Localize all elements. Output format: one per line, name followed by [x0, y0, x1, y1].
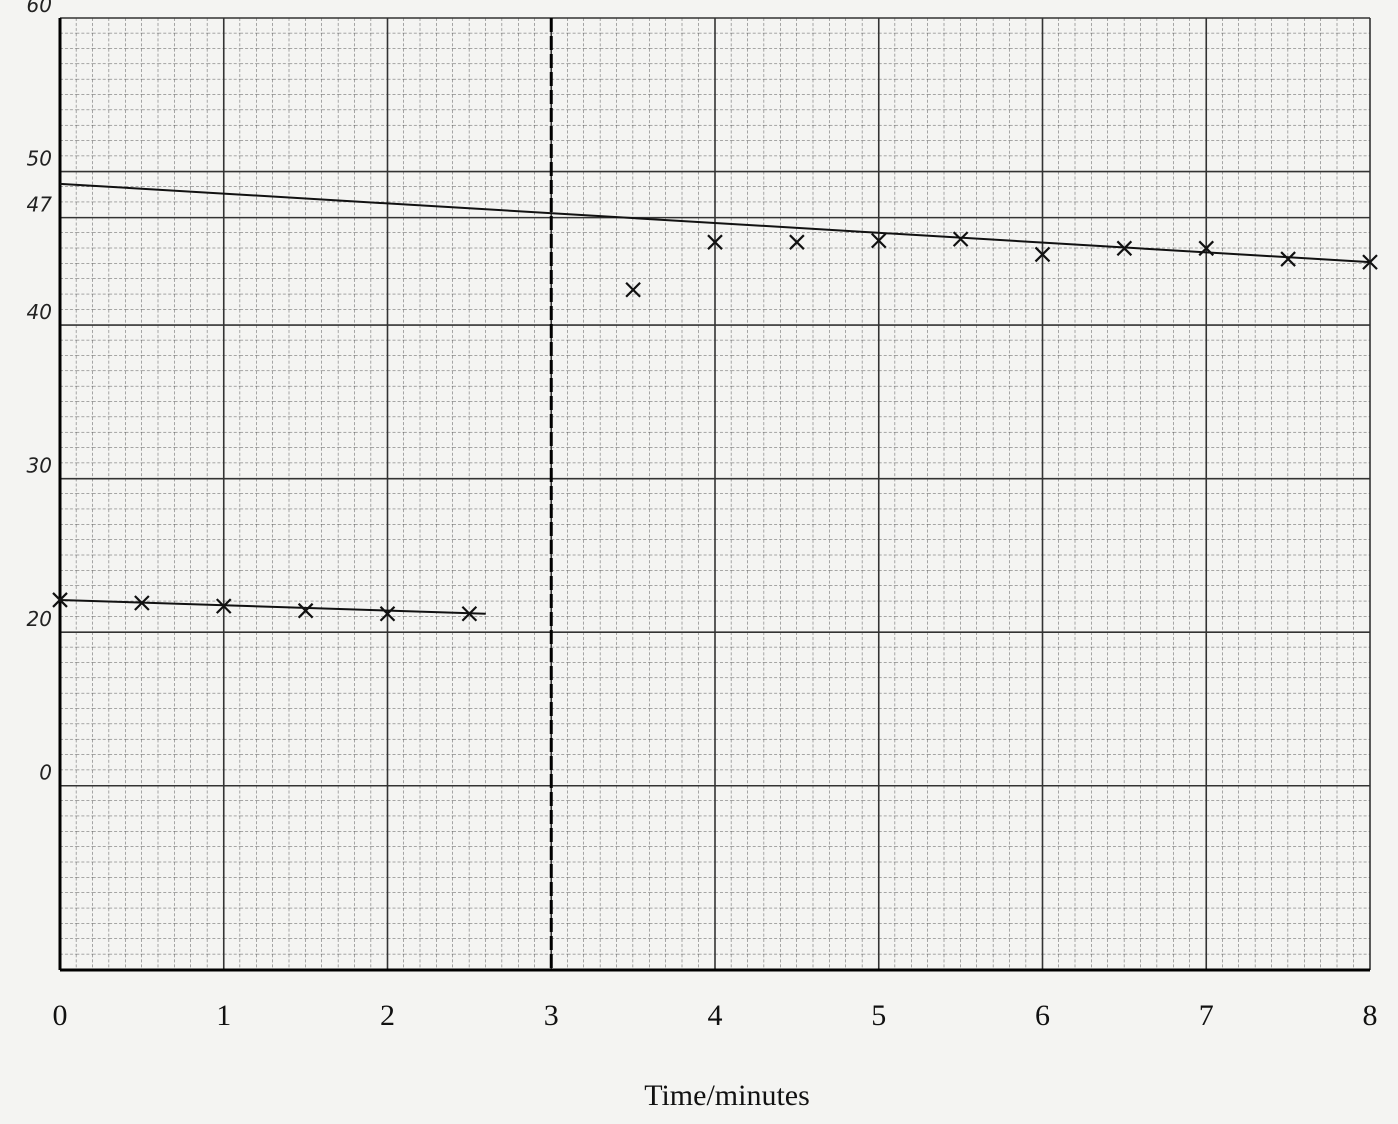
data-point — [52, 592, 68, 608]
y-tick-label: 50 — [27, 147, 52, 171]
data-point — [870, 232, 887, 249]
y-tick-label: 40 — [27, 300, 52, 324]
data-point — [1116, 240, 1133, 257]
x-tick-label: 1 — [216, 999, 231, 1032]
x-tick-label: 6 — [1035, 999, 1050, 1032]
trend-line — [59, 182, 1371, 264]
x-tick-label: 5 — [871, 999, 886, 1032]
data-point — [379, 605, 396, 622]
data-point — [952, 231, 969, 247]
y-tick-label: 20 — [27, 607, 52, 631]
data-point — [215, 598, 232, 614]
data-point — [461, 605, 478, 622]
x-tick-label: 4 — [708, 999, 723, 1032]
data-point — [1198, 240, 1215, 257]
data-point — [789, 234, 805, 250]
trend-line — [59, 598, 486, 615]
y-tick-label: 47 — [27, 193, 53, 217]
data-point — [134, 595, 150, 611]
x-tick-label: 8 — [1363, 999, 1378, 1032]
x-tick-label: 2 — [380, 999, 395, 1032]
y-tick-label: 30 — [27, 454, 52, 478]
data-point — [707, 234, 723, 250]
y-tick-label: 0 — [39, 761, 52, 785]
data-point — [1362, 254, 1378, 270]
x-tick-label: 0 — [53, 999, 68, 1032]
data-point — [625, 282, 641, 298]
x-axis-label: Time/minutes — [644, 1079, 810, 1112]
data-point — [1034, 246, 1051, 263]
x-tick-label: 3 — [544, 999, 559, 1032]
data-point — [1280, 251, 1296, 267]
x-tick-label: 7 — [1199, 999, 1214, 1032]
data-point — [297, 602, 314, 619]
y-tick-label: 60 — [27, 0, 52, 17]
